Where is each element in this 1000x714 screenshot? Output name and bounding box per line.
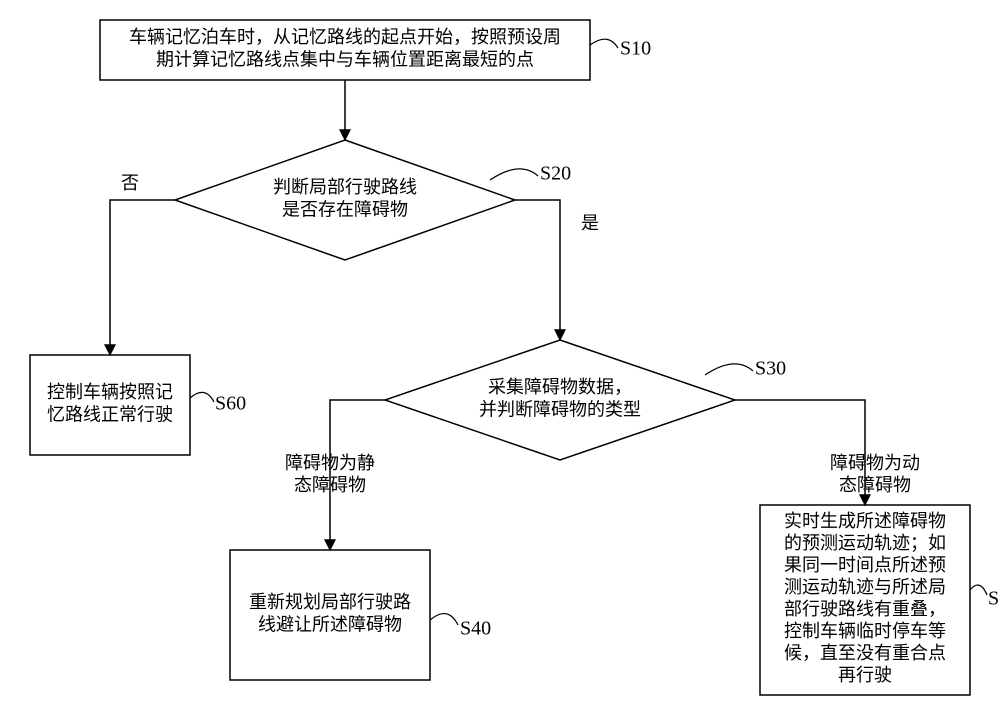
svg-text:车辆记忆泊车时，从记忆路线的起点开始，按照预设周: 车辆记忆泊车时，从记忆路线的起点开始，按照预设周 — [129, 27, 561, 47]
edge-label-s30_static-1: 障碍物为静 — [285, 453, 375, 473]
svg-text:测运动轨迹与所述局: 测运动轨迹与所述局 — [784, 577, 946, 597]
callout-s20 — [490, 169, 538, 180]
svg-text:的预测运动轨迹；如: 的预测运动轨迹；如 — [784, 533, 946, 553]
svg-text:期计算记忆路线点集中与车辆位置距离最短的点: 期计算记忆路线点集中与车辆位置距离最短的点 — [156, 49, 534, 69]
svg-text:判断局部行驶路线: 判断局部行驶路线 — [273, 177, 417, 197]
edge-label-s30_dynamic-2: 态障碍物 — [839, 475, 911, 495]
node-s20: 判断局部行驶路线是否存在障碍物 — [175, 140, 515, 260]
step-label-s40: S40 — [460, 618, 491, 640]
svg-text:并判断障碍物的类型: 并判断障碍物的类型 — [479, 399, 641, 419]
svg-text:果同一时间点所述预: 果同一时间点所述预 — [784, 555, 946, 575]
nodes-layer: 车辆记忆泊车时，从记忆路线的起点开始，按照预设周期计算记忆路线点集中与车辆位置距… — [30, 20, 970, 695]
callout-s60 — [190, 392, 214, 402]
edge-label-s20_yes: 是 — [581, 213, 599, 233]
svg-text:线避让所述障碍物: 线避让所述障碍物 — [258, 614, 402, 634]
svg-text:采集障碍物数据，: 采集障碍物数据， — [488, 377, 632, 397]
node-s10: 车辆记忆泊车时，从记忆路线的起点开始，按照预设周期计算记忆路线点集中与车辆位置距… — [100, 20, 590, 80]
edge-label-s30_static-2: 态障碍物 — [294, 475, 366, 495]
svg-text:实时生成所述障碍物: 实时生成所述障碍物 — [784, 511, 946, 531]
edge-s20_no — [110, 200, 175, 355]
edge-label-s30_dynamic-1: 障碍物为动 — [830, 453, 920, 473]
svg-text:重新规划局部行驶路: 重新规划局部行驶路 — [249, 592, 411, 612]
node-s50: 实时生成所述障碍物的预测运动轨迹；如果同一时间点所述预测运动轨迹与所述局部行驶路… — [760, 505, 970, 695]
node-s60: 控制车辆按照记忆路线正常行驶 — [30, 355, 190, 455]
step-label-s60: S60 — [215, 393, 246, 415]
edge-label-s20_no: 否 — [121, 173, 139, 193]
node-s40: 重新规划局部行驶路线避让所述障碍物 — [230, 550, 430, 680]
step-label-s50: S50 — [988, 588, 1000, 610]
edges-layer: 否是障碍物为静态障碍物障碍物为动态障碍物 — [110, 80, 920, 550]
svg-text:控制车辆按照记: 控制车辆按照记 — [47, 382, 173, 402]
callout-s30 — [705, 364, 753, 375]
step-label-s30: S30 — [755, 358, 786, 380]
svg-text:部行驶路线有重叠，: 部行驶路线有重叠， — [784, 599, 946, 619]
svg-text:是否存在障碍物: 是否存在障碍物 — [282, 199, 408, 219]
svg-text:再行驶: 再行驶 — [838, 665, 892, 685]
callout-s10 — [590, 39, 618, 48]
svg-text:候，直至没有重合点: 候，直至没有重合点 — [784, 643, 946, 663]
edge-s20_yes — [515, 200, 560, 340]
callout-s40 — [430, 614, 458, 625]
svg-text:忆路线正常行驶: 忆路线正常行驶 — [47, 404, 173, 424]
step-label-s10: S10 — [620, 38, 651, 60]
svg-text:控制车辆临时停车等: 控制车辆临时停车等 — [784, 621, 946, 641]
node-s30: 采集障碍物数据，并判断障碍物的类型 — [385, 340, 735, 460]
callout-s50 — [970, 585, 987, 595]
step-label-s20: S20 — [540, 163, 571, 185]
